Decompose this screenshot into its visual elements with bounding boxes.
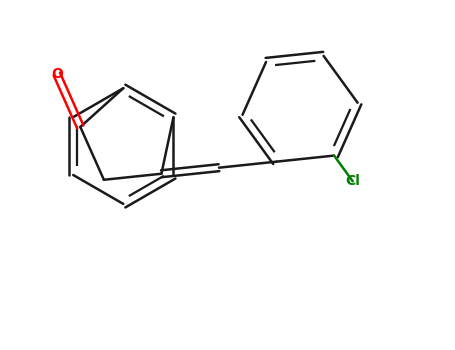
Text: O: O	[51, 67, 63, 81]
Text: Cl: Cl	[345, 174, 360, 188]
